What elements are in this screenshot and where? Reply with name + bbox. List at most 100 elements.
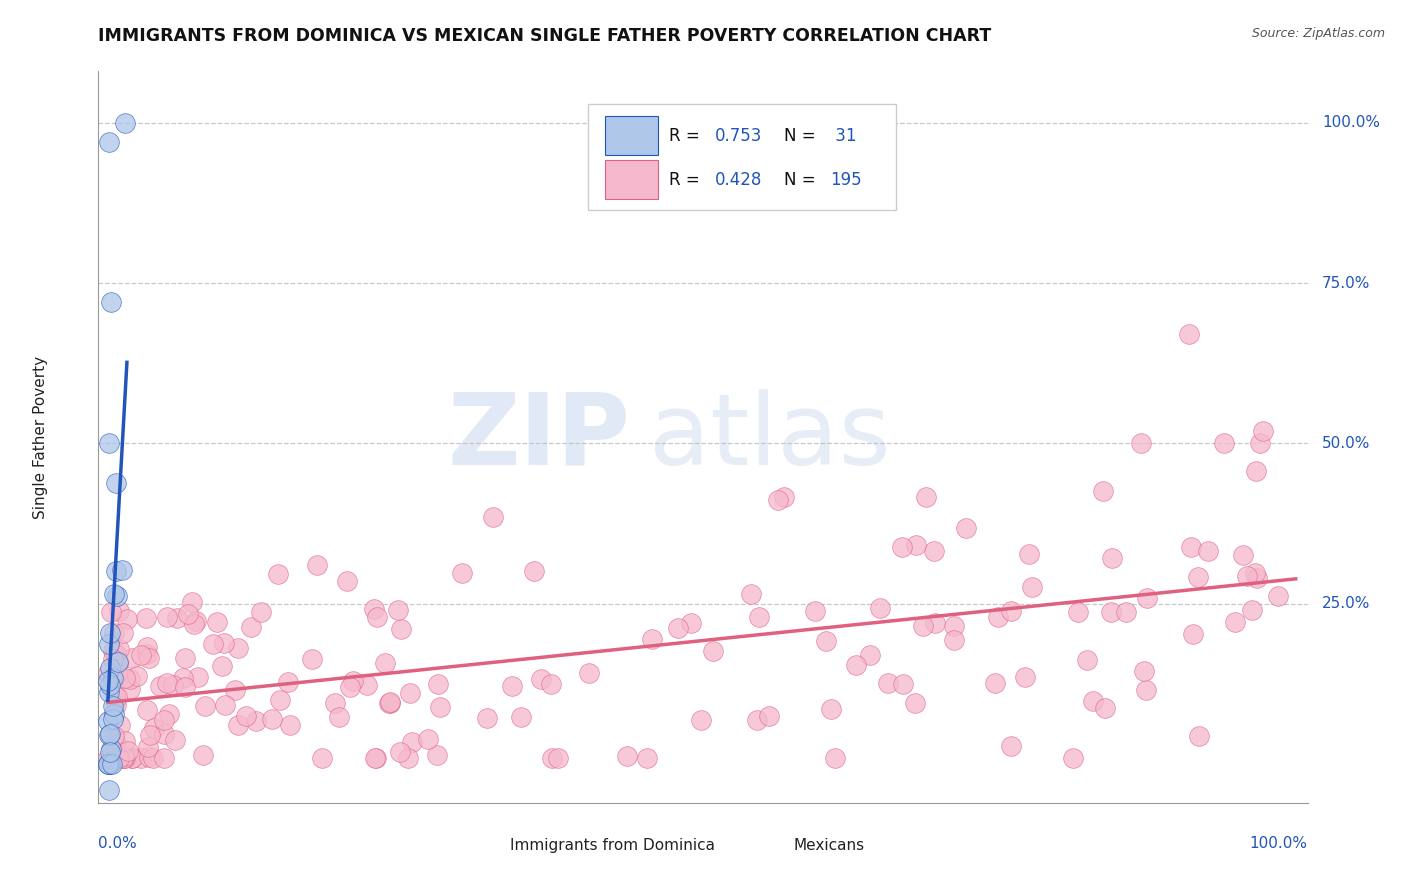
Point xyxy=(1062,751,1084,765)
Point xyxy=(104,476,127,491)
Point xyxy=(136,703,159,717)
Point xyxy=(103,712,125,726)
Point xyxy=(129,648,152,662)
Point xyxy=(108,641,131,656)
Point xyxy=(501,679,523,693)
Point xyxy=(177,607,200,622)
Point xyxy=(1180,540,1202,554)
Point xyxy=(112,749,135,764)
Point xyxy=(149,679,172,693)
Point xyxy=(541,751,564,765)
Point xyxy=(250,605,273,619)
Point xyxy=(138,650,160,665)
Point xyxy=(339,680,361,694)
Point xyxy=(904,696,927,710)
Point xyxy=(1188,729,1211,743)
Point xyxy=(377,696,399,710)
Point xyxy=(97,637,120,651)
Point xyxy=(578,666,600,681)
Point xyxy=(142,751,165,765)
Text: ZIP: ZIP xyxy=(447,389,630,485)
Point xyxy=(112,751,135,765)
Point xyxy=(366,610,388,624)
Point xyxy=(1187,569,1209,583)
Point xyxy=(820,701,842,715)
Point xyxy=(121,751,143,765)
Point xyxy=(226,641,249,656)
Point xyxy=(1249,436,1271,450)
Point xyxy=(153,713,176,727)
Point xyxy=(112,751,135,765)
Point xyxy=(378,695,401,709)
Point xyxy=(131,751,153,765)
Point xyxy=(105,665,128,680)
Point xyxy=(105,564,128,578)
Text: R =: R = xyxy=(669,127,706,145)
Point xyxy=(1240,602,1263,616)
Point xyxy=(143,721,166,735)
Point xyxy=(387,603,409,617)
Point xyxy=(97,751,120,765)
Point xyxy=(103,671,125,685)
Point xyxy=(911,619,934,633)
Point xyxy=(138,750,160,764)
Point xyxy=(1136,591,1159,605)
Point xyxy=(636,751,658,765)
Point xyxy=(1081,694,1104,708)
Point xyxy=(876,676,898,690)
Point xyxy=(118,672,141,686)
Point xyxy=(451,566,474,581)
Point xyxy=(105,698,128,712)
Point xyxy=(97,135,120,149)
Point xyxy=(399,686,422,700)
Text: Single Father Poverty: Single Father Poverty xyxy=(32,356,48,518)
Point xyxy=(1236,569,1258,583)
Point xyxy=(201,637,224,651)
Point xyxy=(114,116,136,130)
Point xyxy=(323,696,346,710)
Point xyxy=(1094,701,1116,715)
Point xyxy=(363,602,385,616)
Point xyxy=(103,707,125,722)
FancyBboxPatch shape xyxy=(605,116,658,155)
Point xyxy=(942,618,965,632)
Point xyxy=(183,617,205,632)
Point xyxy=(235,709,257,723)
Text: N =: N = xyxy=(785,127,821,145)
Point xyxy=(97,728,120,742)
Point xyxy=(101,651,124,665)
Point xyxy=(747,713,769,727)
Point xyxy=(1101,551,1123,566)
Point xyxy=(364,751,387,765)
Point xyxy=(426,748,449,763)
Point xyxy=(1014,670,1036,684)
Point xyxy=(689,714,711,728)
Point xyxy=(328,710,350,724)
Point xyxy=(100,727,122,741)
Point xyxy=(702,643,724,657)
Point xyxy=(924,615,946,630)
Point xyxy=(679,616,702,631)
Point xyxy=(983,675,1005,690)
Point xyxy=(135,611,157,625)
Point xyxy=(105,751,128,765)
Point xyxy=(98,745,121,759)
Point xyxy=(1135,683,1157,698)
Text: 0.753: 0.753 xyxy=(716,127,762,145)
Point xyxy=(845,658,868,673)
Point xyxy=(1232,548,1254,562)
Point xyxy=(240,620,263,634)
Point xyxy=(107,604,129,618)
Point xyxy=(165,732,187,747)
Point xyxy=(509,709,531,723)
Point xyxy=(1092,484,1115,499)
Point xyxy=(401,734,423,748)
Text: Immigrants from Dominica: Immigrants from Dominica xyxy=(509,838,714,853)
Point xyxy=(666,621,689,635)
Point xyxy=(1115,605,1137,619)
Point xyxy=(1267,589,1289,603)
Point xyxy=(98,436,121,450)
Point xyxy=(100,757,122,772)
Point xyxy=(388,745,411,759)
Point xyxy=(904,538,927,552)
